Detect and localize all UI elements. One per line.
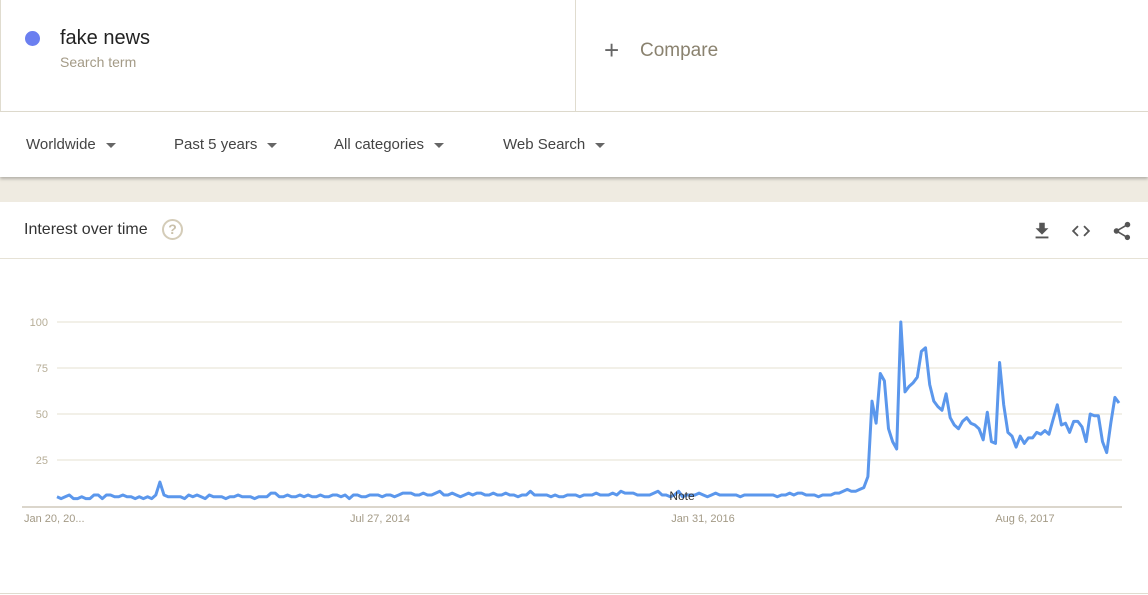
y-tick-label: 75	[36, 363, 48, 375]
chevron-down-icon	[105, 142, 116, 148]
separator-band	[0, 177, 1148, 202]
share-icon[interactable]	[1111, 220, 1133, 242]
x-tick-label: Jan 20, 20...	[24, 513, 85, 525]
filter-search-type-dropdown[interactable]: Web Search	[503, 136, 606, 153]
series-color-dot	[25, 31, 40, 46]
filter-bar: Worldwide Past 5 years All categories We…	[0, 112, 1148, 177]
card-divider	[0, 258, 1148, 259]
y-tick-label: 100	[30, 317, 48, 329]
compare-button[interactable]: + Compare	[576, 0, 1148, 112]
x-tick-label: Jul 27, 2014	[350, 513, 410, 525]
card-title: Interest over time	[24, 221, 148, 238]
y-tick-label: 25	[36, 455, 48, 467]
search-term-name[interactable]: fake news	[60, 27, 151, 49]
filter-label: All categories	[334, 136, 425, 153]
filter-label: Past 5 years	[174, 136, 258, 153]
filter-label: Worldwide	[26, 136, 96, 153]
chevron-down-icon	[434, 142, 445, 148]
note-annotation[interactable]: Note	[669, 489, 695, 503]
interest-chart: 25 50 75 100 Jan 20, 20... Jul 27, 2014 Jan 31…	[22, 317, 1122, 525]
chevron-down-icon	[267, 142, 278, 148]
interest-over-time-card: Interest over time ?	[0, 202, 1148, 594]
filter-label: Web Search	[503, 136, 586, 153]
y-tick-label: 50	[36, 409, 48, 421]
search-term-subtitle: Search term	[60, 54, 137, 70]
x-tick-label: Jan 31, 2016	[671, 513, 735, 525]
chevron-down-icon	[595, 142, 606, 148]
plus-icon: +	[604, 35, 620, 65]
filter-time-dropdown[interactable]: Past 5 years	[174, 136, 278, 153]
embed-code-icon[interactable]	[1070, 220, 1092, 242]
filter-region-dropdown[interactable]: Worldwide	[26, 136, 116, 153]
compare-label: Compare	[640, 40, 719, 61]
filter-category-dropdown[interactable]: All categories	[334, 136, 445, 153]
download-icon[interactable]	[1031, 220, 1053, 242]
help-circle-icon[interactable]: ?	[162, 219, 183, 240]
x-tick-label: Aug 6, 2017	[995, 513, 1054, 525]
series-line-fake-news	[56, 320, 1121, 501]
search-term-panel[interactable]: fake news Search term	[0, 0, 576, 112]
